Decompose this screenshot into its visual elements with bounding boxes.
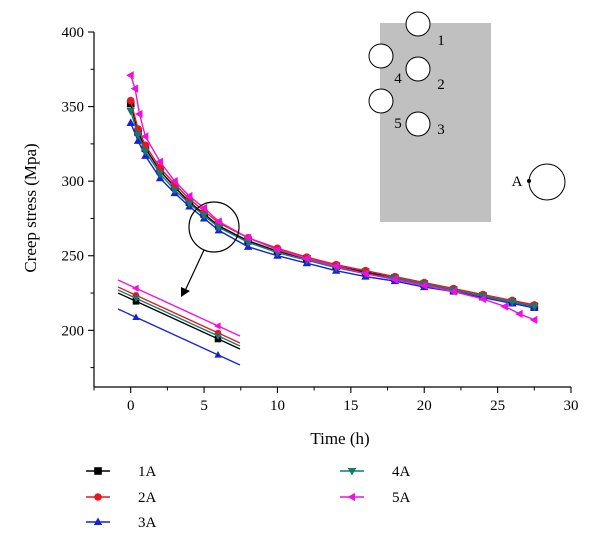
x-tick-label: 5 <box>200 398 208 414</box>
data-point <box>126 108 135 116</box>
y-axis-title: Creep stress (Mpa) <box>21 143 40 272</box>
inset-label-3: 3 <box>437 122 445 138</box>
data-point <box>155 157 164 166</box>
data-point <box>478 294 486 304</box>
specimen-hole <box>405 56 431 82</box>
legend-item-3A: 3A <box>86 515 157 531</box>
data-point <box>126 96 135 105</box>
inset-label-5: 5 <box>394 116 402 132</box>
data-point <box>185 200 194 209</box>
data-point <box>419 281 428 290</box>
y-axis: 200 250 300 350 400 <box>62 25 95 387</box>
specimen-hole <box>368 88 394 114</box>
specimen-hole <box>405 11 431 37</box>
legend-item-2A: 2A <box>86 490 157 506</box>
x-tick-label: 15 <box>343 398 358 414</box>
legend-item-1A: 1A <box>86 464 157 480</box>
specimen-plate <box>380 23 491 222</box>
data-point <box>199 203 208 213</box>
data-point <box>449 287 457 296</box>
legend-marker <box>347 467 357 476</box>
data-point <box>515 309 523 319</box>
series-5A <box>126 71 538 325</box>
specimen-hole <box>368 43 394 69</box>
x-axis: 0 5 10 15 20 25 30 <box>93 386 579 414</box>
zoom-point <box>132 295 140 303</box>
data-point <box>214 224 223 232</box>
x-tick-label: 0 <box>127 398 135 414</box>
data-point <box>141 148 150 156</box>
y-tick-label: 400 <box>62 25 85 41</box>
x-tick-label: 10 <box>270 398 285 414</box>
specimen-hole <box>405 111 431 137</box>
legend-label: 5A <box>392 490 411 506</box>
y-tick-label: 300 <box>62 174 85 190</box>
inset-label-A: A <box>512 174 523 190</box>
data-point <box>508 298 517 307</box>
legend-label: 1A <box>138 464 157 480</box>
zoom-point <box>132 313 140 320</box>
zoom-circle <box>188 201 240 253</box>
x-tick-label: 30 <box>564 398 579 414</box>
legend-marker <box>94 467 102 475</box>
zoom-detail <box>117 201 241 366</box>
x-tick-label: 20 <box>417 398 432 414</box>
legend-item-4A: 4A <box>340 464 411 480</box>
data-point <box>126 118 135 127</box>
data-point <box>530 303 539 312</box>
data-point <box>130 84 139 93</box>
zoom-arrow-head <box>181 287 190 297</box>
legend-label: 3A <box>138 515 157 531</box>
inset-label-2: 2 <box>437 77 445 93</box>
zoom-point <box>214 351 222 358</box>
data-point <box>243 233 252 243</box>
data-point <box>140 132 149 141</box>
legend-item-5A: 5A <box>340 490 411 506</box>
y-tick-label: 250 <box>62 249 85 265</box>
legend: 1A 2A 3A 4A 5A <box>86 464 411 531</box>
legend-marker <box>94 493 102 501</box>
data-point <box>214 217 222 226</box>
data-point <box>134 109 143 119</box>
data-point <box>360 269 369 278</box>
data-point <box>170 176 178 186</box>
x-tick-label: 25 <box>490 398 505 414</box>
legend-marker <box>93 517 103 526</box>
data-point <box>126 71 134 80</box>
inset-label-4: 4 <box>394 71 402 87</box>
zoom-point <box>132 284 139 292</box>
legend-label: 2A <box>138 490 157 506</box>
zoom-arrow <box>183 249 205 294</box>
y-tick-label: 350 <box>62 100 85 116</box>
data-point <box>199 212 209 221</box>
legend-marker <box>347 492 356 502</box>
x-axis-title: Time (h) <box>310 429 369 448</box>
inset-label-1: 1 <box>437 33 445 49</box>
data-point <box>184 191 193 201</box>
data-point <box>170 187 179 195</box>
specimen-hole <box>528 163 566 201</box>
plot-area <box>126 71 539 325</box>
data-point <box>133 131 143 140</box>
data-point <box>302 254 310 263</box>
data-point <box>133 136 143 144</box>
specimen-inset: 1 2 3 4 5 A <box>368 11 566 222</box>
y-tick-label: 200 <box>62 323 85 339</box>
data-point <box>272 245 281 254</box>
point-a-marker <box>527 179 531 183</box>
data-point <box>331 262 340 271</box>
data-point <box>500 302 508 311</box>
data-point <box>155 170 165 179</box>
zoom-point <box>214 322 221 330</box>
zoom-point <box>214 333 222 340</box>
data-point <box>390 275 398 284</box>
legend-label: 4A <box>392 464 411 480</box>
data-point <box>529 315 538 325</box>
